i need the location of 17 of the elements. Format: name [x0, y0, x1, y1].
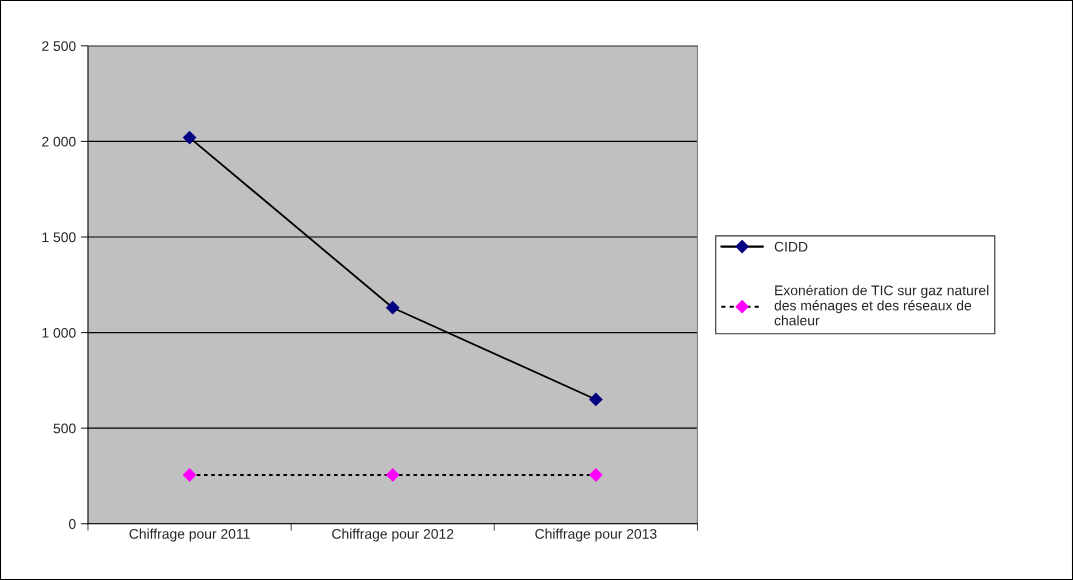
y-tick-label: 0 [69, 519, 76, 529]
legend-label: Exonération de TIC sur gaz naturel des ménages et des réseaux de chaleur [774, 284, 989, 326]
point [589, 392, 603, 407]
y-tick-label: 500 [53, 423, 76, 434]
legend-label: CIDD [774, 241, 808, 252]
x-tick-label: Chiffrage pour 2011 [129, 528, 250, 542]
point [589, 468, 603, 482]
y-tick-label: 1 500 [42, 232, 76, 243]
point [386, 468, 400, 482]
y-tick-label: 2 500 [42, 41, 76, 51]
y-tick-label: 2 000 [42, 136, 76, 147]
y-tick-label: 1 000 [42, 327, 76, 338]
x-tick-label: Chiffrage pour 2013 [535, 528, 657, 542]
x-tick-label: Chiffrage pour 2012 [332, 528, 454, 542]
point [182, 468, 197, 482]
point [386, 301, 400, 315]
point [182, 130, 197, 145]
